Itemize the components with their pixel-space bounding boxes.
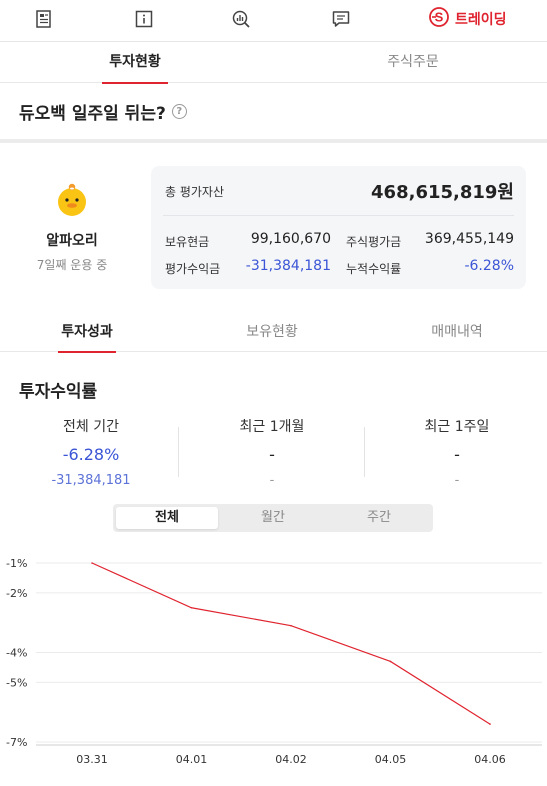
x-tick-label: 04.01 xyxy=(176,753,208,766)
tab-label: 보유현황 xyxy=(246,324,298,340)
total-assets-label: 총 평가자산 xyxy=(165,185,225,199)
main-tabs: 투자현황 주식주문 xyxy=(0,42,547,84)
tab-holdings[interactable]: 보유현황 xyxy=(242,314,302,352)
cash-label: 보유현금 xyxy=(165,235,210,249)
period-label: 전체 기간 xyxy=(63,419,119,435)
top-nav-bar: S 트레이딩 xyxy=(0,0,547,42)
y-tick-label: -2% xyxy=(6,587,27,600)
eval-pnl-label: 평가수익금 xyxy=(165,262,221,276)
period-rate: - xyxy=(454,445,460,464)
section-tabs: 투자성과 보유현황 매매내역 xyxy=(0,314,547,353)
info-icon[interactable] xyxy=(133,8,155,30)
tab-label: 투자성과 xyxy=(61,324,113,340)
return-series-line xyxy=(91,562,491,725)
segment-all[interactable]: 전체 xyxy=(116,507,218,529)
chart-svg: -1% -2% -4% -5% -7% 03.31 04.01 04.02 04.05 04.06 xyxy=(6,557,542,766)
period-rate: - xyxy=(269,445,275,464)
tab-label: 매매내역 xyxy=(431,324,483,340)
card-divider xyxy=(163,215,514,216)
period-label: 최근 1주일 xyxy=(424,419,490,435)
active-tab-indicator xyxy=(58,351,116,353)
active-tab-indicator xyxy=(102,82,168,84)
y-tick-label: -4% xyxy=(6,647,27,660)
period-divider xyxy=(178,427,179,477)
period-all: 전체 기간 -6.28% -31,384,181 xyxy=(0,416,182,488)
y-tick-label: -7% xyxy=(6,736,27,749)
eval-pnl-value: -31,384,181 xyxy=(245,258,331,274)
account-header: 듀오백 일주일 뒤는? ? xyxy=(19,99,187,124)
data-point xyxy=(91,562,93,564)
x-tick-label: 04.05 xyxy=(375,753,407,766)
data-point xyxy=(489,723,491,725)
chat-icon[interactable] xyxy=(330,8,352,30)
segment-weekly[interactable]: 주간 xyxy=(367,510,391,525)
total-assets-value: 468,615,819원 xyxy=(371,182,514,203)
bot-name: 알파오리 xyxy=(46,233,98,249)
tab-label: 주식주문 xyxy=(387,54,439,70)
period-label: 최근 1개월 xyxy=(239,419,305,435)
tab-investment-status[interactable]: 투자현황 xyxy=(35,42,235,84)
bot-running-days: 7일째 운용 중 xyxy=(36,258,108,272)
data-point xyxy=(290,624,292,627)
data-point xyxy=(190,606,193,609)
analysis-icon[interactable] xyxy=(230,8,252,30)
svg-text:S: S xyxy=(435,10,444,25)
stock-value-label: 주식평가금 xyxy=(346,235,402,249)
x-tick-label: 04.02 xyxy=(275,753,307,766)
period-1week: 최근 1주일 - - xyxy=(366,416,547,488)
x-tick-label: 04.06 xyxy=(474,753,506,766)
returns-title: 투자수익률 xyxy=(19,382,98,402)
cumulative-return-value: -6.28% xyxy=(464,258,514,274)
help-icon[interactable]: ? xyxy=(171,104,187,119)
trading-menu[interactable]: S 트레이딩 xyxy=(428,7,507,31)
period-amount: - xyxy=(454,473,460,488)
y-tick-label: -5% xyxy=(6,676,27,689)
section-divider xyxy=(0,139,547,143)
returns-line-chart: -1% -2% -4% -5% -7% 03.31 04.01 04.02 04.05 04.06 xyxy=(0,545,547,786)
news-icon[interactable] xyxy=(33,8,55,30)
tab-performance[interactable]: 투자성과 xyxy=(58,314,116,353)
cumulative-return-label: 누적수익률 xyxy=(346,262,402,276)
period-divider xyxy=(364,427,365,477)
bot-avatar xyxy=(53,180,91,218)
tab-label: 투자현황 xyxy=(109,54,161,70)
x-tick-label: 03.31 xyxy=(76,753,108,766)
period-segmented-control: 전체 월간 주간 xyxy=(113,504,433,532)
trading-icon: S xyxy=(428,6,450,32)
asset-summary-card: 총 평가자산 468,615,819원 보유현금 99,160,670 주식평가… xyxy=(151,166,526,289)
cash-value: 99,160,670 xyxy=(250,231,331,247)
trading-label: 트레이딩 xyxy=(455,12,507,28)
tab-trade-history[interactable]: 매매내역 xyxy=(426,314,488,352)
segment-monthly[interactable]: 월간 xyxy=(261,510,285,525)
period-rate: -6.28% xyxy=(62,445,120,464)
account-name: 듀오백 일주일 뒤는? xyxy=(19,104,166,124)
period-amount: -31,384,181 xyxy=(51,473,131,488)
y-tick-label: -1% xyxy=(6,557,27,570)
data-point xyxy=(389,660,392,663)
tab-stock-order[interactable]: 주식주문 xyxy=(313,42,513,83)
period-1month: 최근 1개월 - - xyxy=(181,416,363,488)
stock-value: 369,455,149 xyxy=(424,231,514,247)
period-amount: - xyxy=(269,473,275,488)
